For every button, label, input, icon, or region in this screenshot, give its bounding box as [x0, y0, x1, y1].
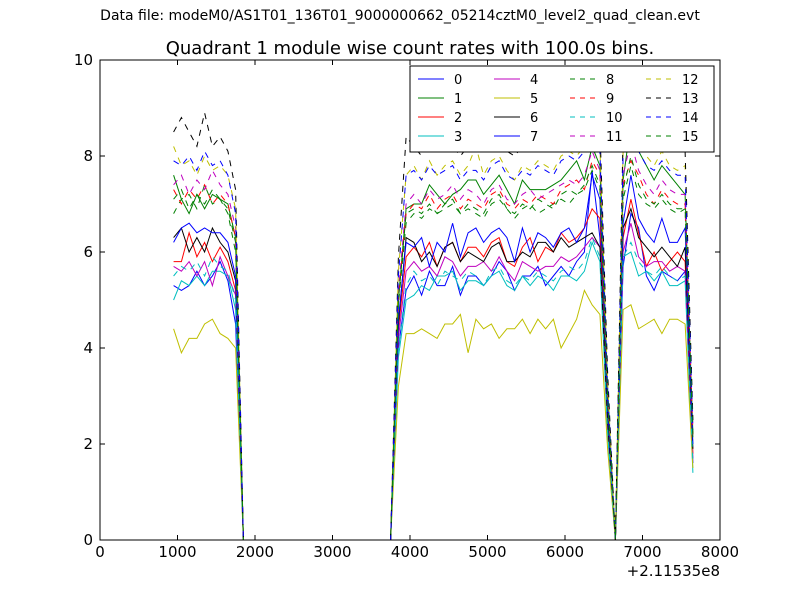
legend-label-11: 11: [606, 130, 623, 145]
legend-label-10: 10: [606, 111, 623, 126]
x-tick-label: 4000: [391, 543, 429, 561]
series-line-10: [173, 236, 694, 541]
series-line-12: [173, 115, 694, 541]
x-offset-label: +2.11535e8: [627, 562, 720, 580]
legend-label-8: 8: [606, 73, 614, 88]
series-line-0: [173, 170, 694, 541]
legend-label-2: 2: [454, 111, 462, 126]
series-line-15: [173, 155, 694, 541]
figure-suptitle: Data file: modeM0/AS1T01_136T01_90000006…: [100, 8, 700, 24]
x-tick-label: 6000: [546, 543, 584, 561]
legend-label-3: 3: [454, 130, 462, 145]
y-tick-label: 0: [83, 531, 93, 549]
legend-label-12: 12: [682, 73, 699, 88]
y-tick-label: 4: [83, 339, 93, 357]
x-tick-label: 7000: [623, 543, 661, 561]
x-tick-label: 3000: [313, 543, 351, 561]
legend-label-6: 6: [530, 111, 538, 126]
legend-label-4: 4: [530, 73, 538, 88]
y-tick-label: 8: [83, 147, 93, 165]
x-tick-label: 8000: [701, 543, 739, 561]
chart-title: Quadrant 1 module wise count rates with …: [166, 38, 655, 59]
series-line-7: [173, 175, 694, 541]
series-line-9: [173, 159, 694, 541]
legend-label-14: 14: [682, 111, 699, 126]
y-tick-label: 6: [83, 243, 93, 261]
series-line-8: [173, 165, 694, 541]
series-line-6: [173, 207, 694, 541]
legend-label-1: 1: [454, 92, 462, 107]
legend-label-13: 13: [682, 92, 699, 107]
legend-box: [409, 65, 715, 153]
x-tick-label: 1000: [158, 543, 196, 561]
y-tick-label: 2: [83, 435, 93, 453]
y-tick-label: 10: [74, 51, 93, 69]
x-tick-label: 0: [95, 543, 105, 561]
series-line-5: [173, 289, 694, 541]
series-line-3: [173, 240, 694, 541]
series-line-4: [173, 223, 694, 541]
legend-label-7: 7: [530, 130, 538, 145]
series-line-11: [173, 141, 694, 541]
series-line-2: [173, 199, 694, 541]
x-tick-label: 2000: [236, 543, 274, 561]
x-axis: 0 1000 2000 3000 4000 5000 6000 7000 8000: [95, 60, 739, 561]
x-tick-label: 5000: [468, 543, 506, 561]
legend-label-9: 9: [606, 92, 614, 107]
legend-label-15: 15: [682, 130, 699, 145]
legend-label-0: 0: [454, 73, 462, 88]
series-line-1: [173, 122, 694, 541]
legend-label-5: 5: [530, 92, 538, 107]
